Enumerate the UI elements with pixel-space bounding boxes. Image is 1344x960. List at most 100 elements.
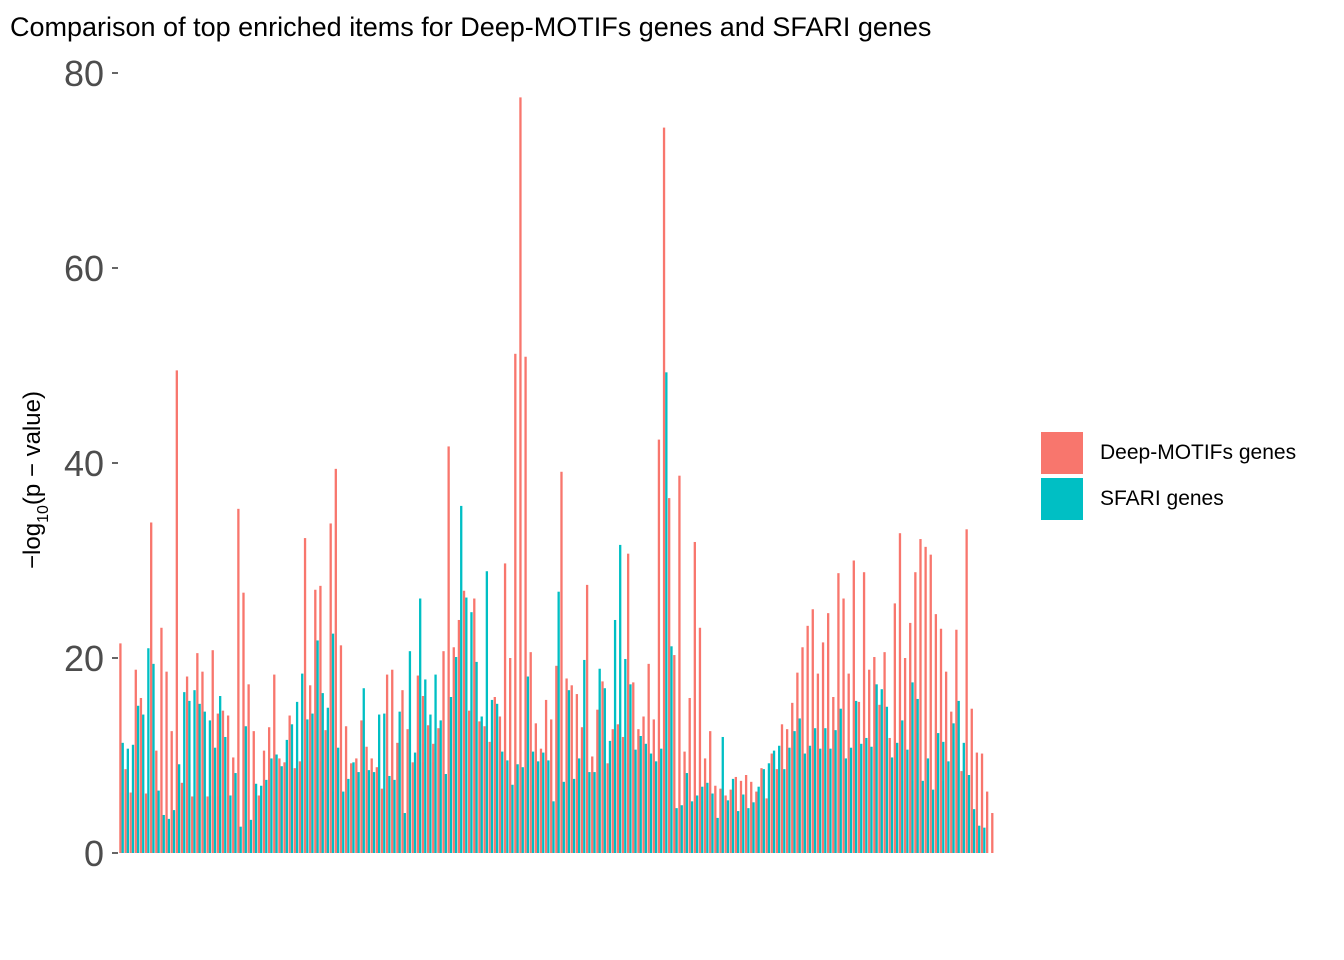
bar-deep-motifs <box>216 713 220 853</box>
bar-deep-motifs <box>852 560 855 853</box>
legend-item-sfari[interactable]: SFARI genes <box>1040 476 1296 522</box>
bar-sfari <box>803 753 806 853</box>
bar-deep-motifs <box>360 720 363 853</box>
legend-item-deep-motifs[interactable]: Deep-MOTIFs genes <box>1040 430 1296 476</box>
bar-sfari <box>316 640 319 853</box>
bar-sfari <box>767 763 771 853</box>
bar-sfari <box>398 711 401 854</box>
bar-deep-motifs <box>970 708 973 853</box>
bar-deep-motifs <box>709 731 712 854</box>
bar-deep-motifs <box>144 793 148 853</box>
bar-sfari <box>167 818 171 854</box>
bar-deep-motifs <box>770 753 773 853</box>
bar-sfari <box>654 761 658 853</box>
bar-sfari <box>608 740 612 854</box>
bar-deep-motifs <box>991 813 994 853</box>
bar-sfari <box>475 661 478 853</box>
bar-deep-motifs <box>816 673 820 853</box>
bar-sfari <box>157 790 160 853</box>
bar-deep-motifs <box>442 651 445 853</box>
bar-deep-motifs <box>903 658 907 853</box>
bar-sfari <box>367 770 371 854</box>
bar-sfari <box>731 778 735 853</box>
bar-sfari <box>808 745 812 853</box>
bar-deep-motifs <box>160 627 163 853</box>
bar-deep-motifs <box>765 798 768 853</box>
bar-sfari <box>372 772 376 853</box>
bar-deep-motifs <box>591 756 594 853</box>
bar-sfari <box>470 612 473 853</box>
bar-sfari <box>301 673 304 853</box>
bar-sfari <box>193 690 196 853</box>
bar-sfari <box>798 718 801 853</box>
bar-sfari <box>675 808 678 853</box>
bar-deep-motifs <box>944 671 948 853</box>
bar-sfari <box>834 730 837 853</box>
bar-deep-motifs <box>303 538 307 853</box>
bar-sfari <box>521 767 524 853</box>
bar-sfari <box>336 747 340 853</box>
bar-deep-motifs <box>606 763 609 853</box>
bar-deep-motifs <box>211 650 214 853</box>
bar-deep-motifs <box>252 731 255 854</box>
bar-deep-motifs <box>601 681 604 853</box>
bar-sfari <box>280 766 283 853</box>
bar-sfari <box>408 651 412 853</box>
bar-sfari <box>726 800 730 853</box>
bar-sfari <box>757 786 760 853</box>
bar-sfari <box>624 658 627 853</box>
bar-deep-motifs <box>242 592 245 853</box>
bar-sfari <box>378 714 381 853</box>
bar-deep-motifs <box>703 758 707 853</box>
bar-deep-motifs <box>150 522 153 853</box>
bar-deep-motifs <box>432 743 435 853</box>
bar-sfari <box>449 697 453 853</box>
bar-deep-motifs <box>355 758 358 853</box>
bar-deep-motifs <box>314 589 317 853</box>
bar-sfari <box>762 769 765 853</box>
bar-deep-motifs <box>488 741 491 853</box>
bar-sfari <box>526 676 530 853</box>
bar-sfari <box>962 742 965 853</box>
bar-deep-motifs <box>898 533 902 853</box>
bar-sfari <box>854 700 858 853</box>
bar-deep-motifs <box>929 554 932 853</box>
bar-deep-motifs <box>401 690 404 853</box>
y-axis-title-prefix: −log <box>19 523 46 569</box>
y-tick-label: 0 <box>84 833 104 874</box>
bar-sfari <box>131 744 135 853</box>
bar-deep-motifs <box>791 702 794 853</box>
bar-sfari <box>270 758 273 853</box>
bar-deep-motifs <box>688 697 691 853</box>
bar-sfari <box>239 826 242 853</box>
y-axis-title: −log10(p − value) <box>19 391 52 569</box>
bar-sfari <box>875 684 878 853</box>
bar-sfari <box>711 793 714 853</box>
bar-sfari <box>567 690 571 853</box>
bar-deep-motifs <box>611 729 614 853</box>
bar-sfari <box>649 753 653 853</box>
bar-sfari <box>557 591 560 853</box>
bar-deep-motifs <box>939 628 943 853</box>
bar-sfari <box>480 716 483 853</box>
bar-sfari <box>275 754 278 853</box>
bar-sfari <box>870 746 873 853</box>
bar-deep-motifs <box>155 750 158 854</box>
bar-sfari <box>895 742 899 853</box>
bar-deep-motifs <box>642 716 645 853</box>
bar-sfari <box>506 760 509 854</box>
bar-deep-motifs <box>319 585 322 853</box>
bar-deep-motifs <box>339 645 343 853</box>
bar-sfari <box>454 657 458 853</box>
bar-deep-motifs <box>652 719 655 853</box>
bar-sfari <box>619 544 622 853</box>
legend: Deep-MOTIFs genes SFARI genes <box>1040 430 1296 522</box>
bar-sfari <box>572 778 576 853</box>
bar-deep-motifs <box>175 370 178 854</box>
bar-deep-motifs <box>750 781 753 853</box>
y-axis-title-suffix: (p − value) <box>19 391 46 505</box>
bar-deep-motifs <box>862 572 866 853</box>
chart-title: Comparison of top enriched items for Dee… <box>10 12 932 42</box>
legend-swatch-sfari <box>1040 477 1084 521</box>
bar-deep-motifs <box>411 762 414 853</box>
